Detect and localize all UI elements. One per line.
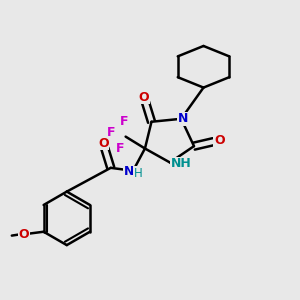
Text: F: F [116, 142, 124, 155]
Text: O: O [18, 228, 29, 241]
Text: O: O [214, 134, 225, 147]
Text: H: H [134, 167, 143, 180]
Text: F: F [106, 126, 115, 139]
Text: O: O [98, 137, 109, 150]
Text: N: N [123, 165, 134, 178]
Text: N: N [178, 112, 188, 125]
Text: NH: NH [171, 158, 192, 170]
Text: O: O [139, 91, 149, 103]
Text: F: F [120, 115, 128, 128]
